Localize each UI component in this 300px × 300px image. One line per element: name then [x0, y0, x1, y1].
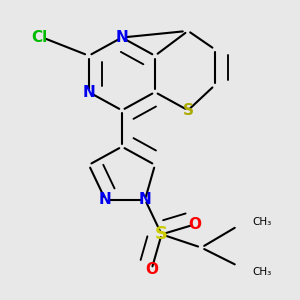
Text: CH₃: CH₃	[253, 267, 272, 278]
Text: O: O	[145, 262, 158, 277]
Text: N: N	[82, 85, 95, 100]
Text: O: O	[188, 217, 201, 232]
Text: N: N	[116, 30, 128, 45]
Text: N: N	[99, 192, 112, 207]
Text: Cl: Cl	[31, 30, 47, 45]
Text: S: S	[155, 225, 168, 243]
Text: S: S	[182, 103, 194, 118]
Text: CH₃: CH₃	[253, 217, 272, 227]
Text: N: N	[139, 192, 152, 207]
